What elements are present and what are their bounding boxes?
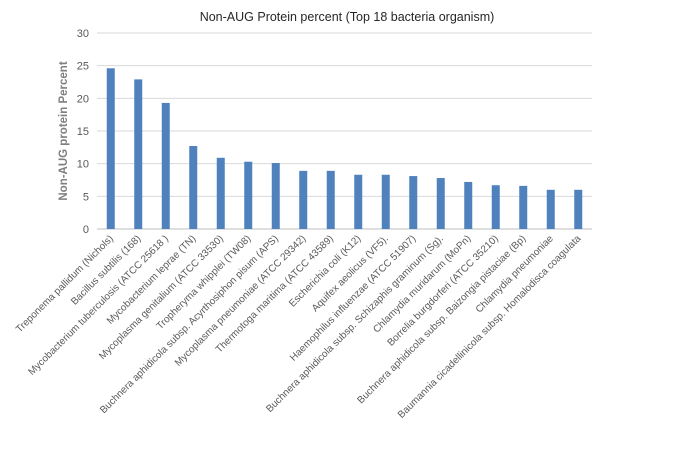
bar (574, 189, 583, 229)
bar (436, 178, 445, 229)
y-tick-label: 10 (77, 159, 89, 171)
chart-title: Non-AUG Protein percent (Top 18 bacteria… (200, 10, 495, 24)
bar (546, 189, 555, 229)
bar (106, 68, 115, 229)
bar (299, 170, 308, 229)
y-tick-label: 30 (77, 28, 89, 40)
x-axis-ticks: Treponema pallidum (Nichols)Bacillus sub… (14, 233, 584, 421)
bar (491, 185, 500, 229)
bar (134, 79, 143, 230)
bar (244, 161, 253, 229)
bar (381, 174, 390, 229)
x-tick-label: Treponema pallidum (Nichols) (14, 233, 116, 335)
y-tick-label: 20 (77, 93, 89, 105)
bar (271, 163, 280, 229)
y-tick-label: 0 (83, 224, 89, 236)
y-tick-label: 5 (83, 191, 89, 203)
bar (354, 174, 363, 229)
gridlines (97, 32, 592, 230)
bar (161, 102, 170, 229)
bar (216, 157, 225, 229)
bar (189, 146, 198, 229)
y-axis-label: Non-AUG protein Percent (58, 61, 70, 200)
bars (106, 68, 583, 230)
y-axis-ticks: 0 5 10 15 20 25 30 (77, 28, 89, 236)
bar (519, 185, 528, 229)
y-tick-label: 25 (77, 61, 89, 73)
bar (464, 181, 473, 229)
bar (326, 170, 335, 229)
y-tick-label: 15 (77, 126, 89, 138)
bar (409, 176, 418, 229)
